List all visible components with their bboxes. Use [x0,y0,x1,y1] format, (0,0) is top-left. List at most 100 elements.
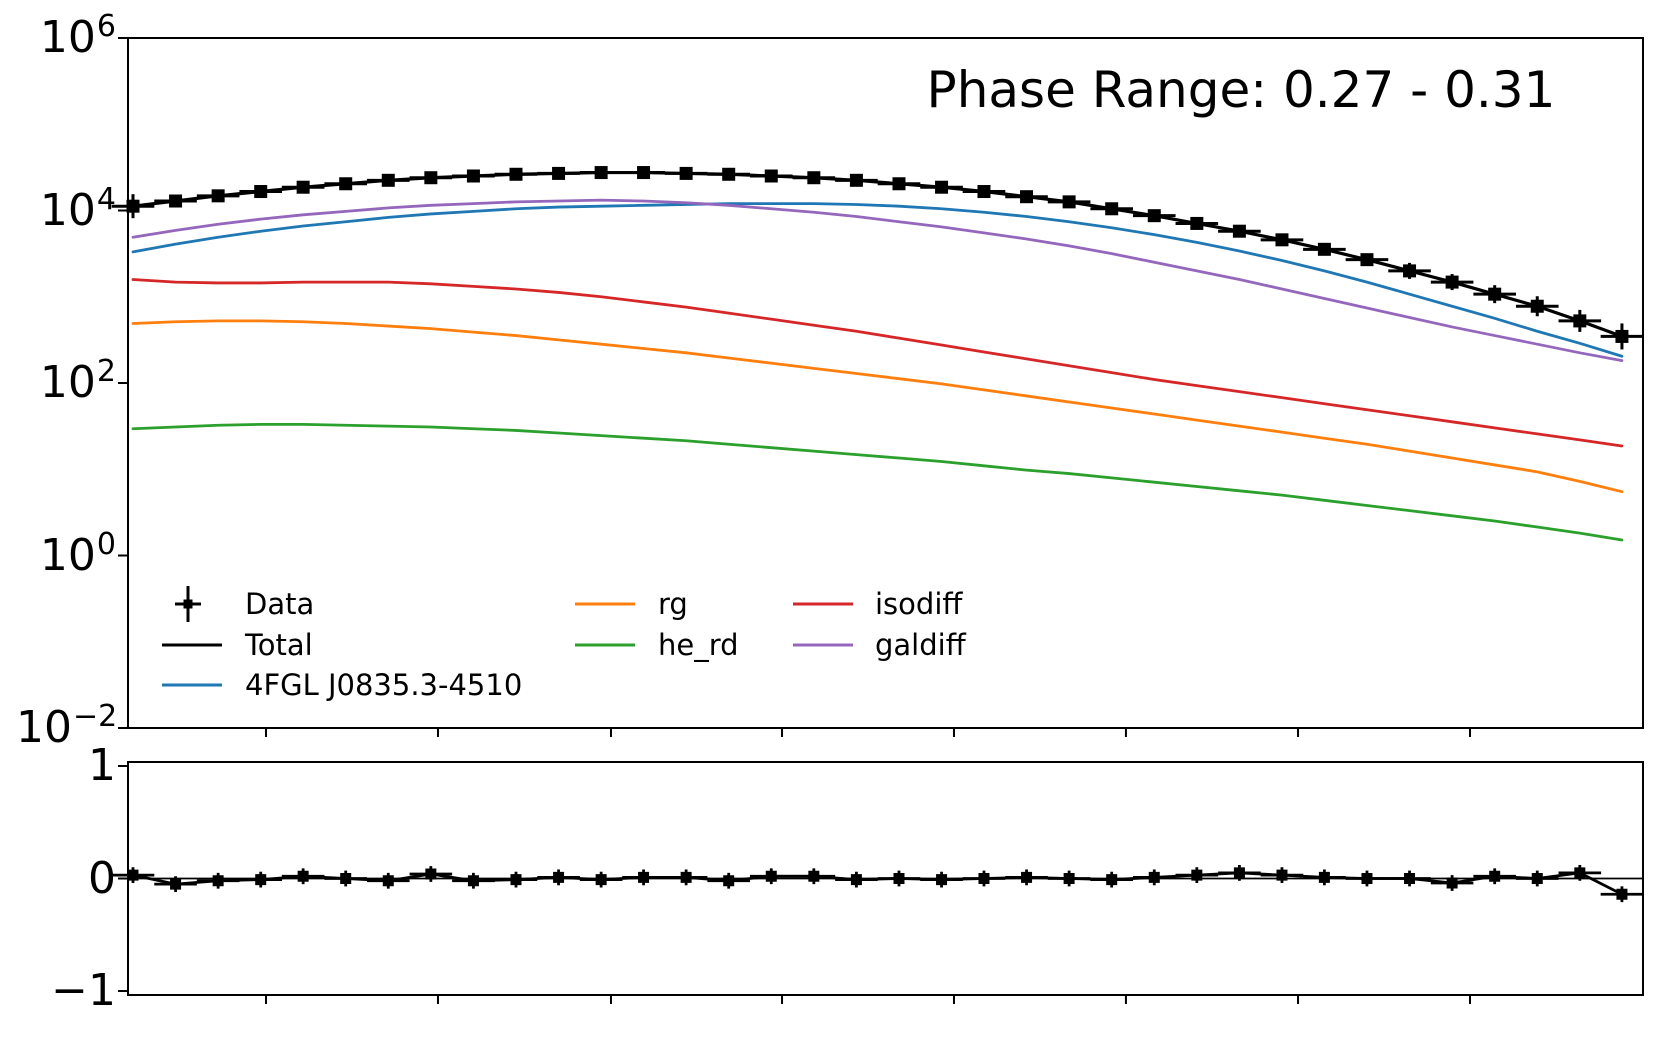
residual-point [510,874,522,886]
data-point [1573,314,1587,328]
data-point [1062,195,1076,209]
data-point [849,173,863,187]
curve-total [131,170,1624,339]
data-point [892,177,906,191]
tick-exponent: 2 [96,354,116,389]
tick-exponent: 6 [96,9,116,44]
legend-swatch-total [162,643,222,646]
residual-point [850,874,862,886]
data-point [466,169,480,183]
legend-swatch-4fgl-j0835-3-4510 [162,683,222,687]
main-y-tick-label: 10−2 [16,699,118,760]
data-point [1190,216,1204,230]
residual-point [1531,873,1543,884]
residual-point [212,875,224,887]
residual-point [1446,877,1458,889]
legend-label-isodiff: isodiff [875,587,963,621]
data-point [594,166,608,180]
data-point [1488,287,1502,301]
residual-point [340,873,352,884]
tick-base: 10 [39,184,96,236]
legend-label-he-rd: he_rd [658,627,739,662]
legend-label-data: Data [245,587,315,621]
data-point [637,166,651,180]
legend-label-galdiff: galdiff [875,627,966,662]
curve-galdiff [131,198,1624,362]
data-point [1445,275,1459,289]
tick-exponent: 0 [96,526,116,562]
residual-point [1191,869,1203,881]
residual-point [978,873,990,884]
tick-exponent: 4 [96,181,116,217]
tick-base: 10 [39,357,96,408]
residual-point [553,871,565,883]
data-point [764,169,778,183]
residual-point [1489,870,1501,882]
residual-point [1574,867,1586,879]
data-point [1360,253,1374,267]
residual-point [1233,867,1245,879]
residual-point [893,873,905,884]
main-panel-border [127,37,1644,729]
data-point [1530,299,1544,313]
data-point [679,166,693,180]
residual-point [765,870,777,882]
residual-point [936,874,948,886]
legend-swatch-isodiff [793,602,853,606]
residual-point [1404,873,1416,884]
data-point [935,180,949,194]
legend-label-rg: rg [658,587,688,621]
residual-point [680,871,692,883]
main-y-tick-label: 104 [16,181,116,243]
data-point [424,171,438,185]
residual-point [1021,871,1033,883]
main-y-tick-label: 106 [16,9,116,70]
residual-point [808,870,820,882]
curve-rg [131,319,1624,494]
residual-point [638,871,650,883]
main-y-tick-label: 100 [16,526,116,588]
residual-y-tick-label: 1 [88,740,116,791]
data-point [1317,242,1331,256]
residual-point [425,868,437,880]
data-point [1105,202,1119,216]
data-point [339,177,353,191]
tick-base: 10 [39,12,96,63]
residual-point [1361,873,1373,884]
data-point [552,166,566,180]
plot-title: Phase Range: 0.27 - 0.31 [926,61,1556,119]
curve-4fgl-j0835 [131,202,1624,358]
residual-point [382,875,394,887]
data-point [1403,264,1417,278]
residual-point [1318,871,1330,883]
residual-point [467,875,479,887]
tick-exponent: −2 [73,699,118,734]
residual-point [1276,869,1288,881]
residual-point [255,874,267,886]
data-point [807,171,821,185]
legend-swatch-galdiff [793,643,853,646]
residual-point [1063,873,1075,884]
tick-base: 10 [16,702,72,753]
residual-point [1148,871,1160,883]
residual-point [595,874,607,886]
data-point [381,173,395,187]
tick-base: 10 [39,529,96,581]
residual-point [297,870,309,882]
data-point [1020,190,1034,204]
data-point [1232,224,1246,238]
residual-point [170,878,182,890]
data-point [1147,209,1161,223]
data-point [296,180,310,194]
residual-point [1616,888,1628,900]
residual-point [1106,874,1118,886]
residual-point [723,875,735,887]
data-point [211,189,225,203]
data-point [126,199,140,213]
data-point [509,167,523,181]
legend-label-total: Total [245,627,313,662]
legend-swatch-rg [575,602,635,606]
data-point [1275,233,1289,247]
residual-line [132,871,1623,896]
residual-y-tick-label: 0 [88,852,116,904]
